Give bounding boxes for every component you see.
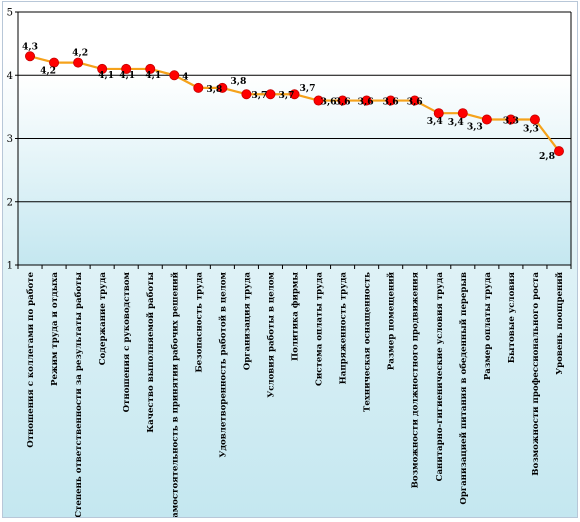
data-label: 3,7 <box>251 90 267 101</box>
data-label: 3,3 <box>503 116 519 127</box>
x-tick-label: Размер оплаты труда <box>483 272 493 381</box>
data-point <box>433 108 444 119</box>
data-points <box>25 51 564 157</box>
x-tick-label: Уровень поощрений <box>554 271 565 374</box>
data-label: 4 <box>182 71 189 82</box>
gridlines <box>18 11 571 266</box>
data-point <box>145 63 156 74</box>
y-tick-label: 2 <box>7 197 13 208</box>
data-label: 3,6 <box>358 97 374 108</box>
data-label: 4,1 <box>145 70 161 81</box>
x-tick-label: Самостоятельность в принятии рабочих реш… <box>169 271 180 517</box>
data-label: 3,3 <box>523 124 539 135</box>
x-tick-label: Организацией питания в обеденный перерыв <box>458 272 469 505</box>
data-labels: 4,34,24,24,1 4,1 4,1 43,83,83,7 3,73,73,63,6… <box>22 41 555 162</box>
x-tick-label: Система оплаты труда <box>315 272 325 386</box>
data-label: 4,3 <box>22 41 38 52</box>
x-tick-label: Отношения с коллегами по работе <box>25 271 36 447</box>
data-label: 3,4 <box>448 117 465 128</box>
data-point <box>361 95 372 106</box>
x-tick-label: Содержание труда <box>98 272 108 366</box>
data-label: 3,8 <box>206 84 222 95</box>
x-tick-label: Напряженность труда <box>339 272 349 385</box>
x-tick-label: Возможности профессионального роста <box>531 272 541 476</box>
x-tick-label: Организация труда <box>242 272 252 371</box>
data-label: 3,4 <box>427 116 444 127</box>
data-point <box>169 70 180 81</box>
data-label: 3,7 <box>278 90 294 101</box>
data-point <box>49 57 60 68</box>
x-tick-label: Безопасность труда <box>194 272 204 373</box>
data-label: 3,8 <box>230 76 246 87</box>
data-point <box>409 95 420 106</box>
data-point <box>193 82 204 93</box>
data-point <box>121 63 132 74</box>
data-label: 3,6 <box>383 97 399 108</box>
data-point <box>481 114 492 125</box>
x-axis-ticks: Отношения с коллегами по работе Режим тру… <box>25 271 565 522</box>
data-label: 3,7 <box>300 83 316 94</box>
data-label: 2,8 <box>539 151 555 162</box>
data-label: 4,2 <box>72 48 88 59</box>
x-tick-label: Техническая оснащенность <box>363 272 373 412</box>
y-tick-label: 1 <box>7 261 13 272</box>
data-point <box>217 82 228 93</box>
y-axis-ticks: 1 2 3 4 5 <box>7 8 18 272</box>
y-tick-label: 4 <box>7 71 13 82</box>
data-point <box>241 89 252 100</box>
x-tick-label: Отношения с руководством <box>122 271 132 412</box>
data-point <box>529 114 540 125</box>
x-tick-label: Возможности должностного продвижения <box>411 271 421 488</box>
data-label: 4,1 <box>98 70 114 81</box>
data-label: 4,2 <box>40 66 56 77</box>
x-tick-label: Качество выполняемой работы <box>145 272 156 433</box>
x-tick-label: Условия работы в целом <box>265 271 276 397</box>
x-tick-label: Удовлетворенность работой в целом <box>217 271 228 457</box>
data-point <box>337 95 348 106</box>
data-point <box>553 146 564 157</box>
data-point <box>313 95 324 106</box>
data-point <box>457 108 468 119</box>
data-point <box>97 63 108 74</box>
data-point <box>265 89 276 100</box>
x-tick-label: Санитарно-гигиенические условия труда <box>435 272 445 482</box>
data-point <box>73 57 84 68</box>
x-tick-label: Режим труда и отдыха <box>50 272 60 386</box>
line-chart: 1 2 3 4 5 4,3 4,2 4,2 4,1 4,1 4,1 4 3,8 3,8 3,7 3,7 3,7… <box>7 8 572 522</box>
data-label: 3,6 <box>321 97 337 108</box>
data-label: 3,6 <box>407 97 423 108</box>
y-tick-label: 5 <box>7 8 13 19</box>
data-point <box>289 89 300 100</box>
data-point <box>385 95 396 106</box>
data-label: 3,6 <box>335 97 351 108</box>
data-point <box>25 51 36 62</box>
data-label: 4,1 <box>119 70 135 81</box>
x-tick-label: Степень ответственности за результаты ра… <box>73 272 84 517</box>
x-tick-label: Бытовые условия <box>507 271 517 363</box>
data-point <box>505 114 516 125</box>
data-label: 3,3 <box>467 122 483 133</box>
x-tick-label: Политика фирмы <box>291 272 301 361</box>
x-tick-label: Размер помещений <box>386 271 397 370</box>
y-tick-label: 3 <box>7 134 13 145</box>
